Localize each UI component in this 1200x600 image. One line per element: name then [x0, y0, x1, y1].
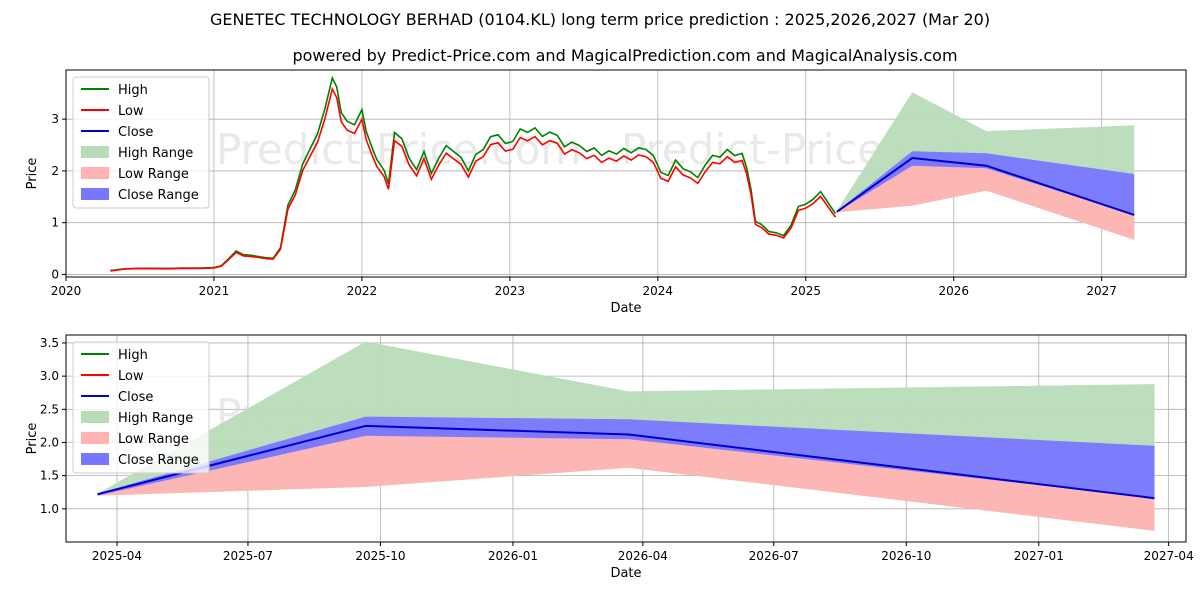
y-tick-label: 1.5 — [40, 469, 59, 483]
legend-item-close-range: Close Range — [118, 188, 199, 203]
x-tick-label: 2024 — [643, 284, 674, 298]
legend-item-high-range: High Range — [118, 146, 193, 161]
y-tick-label: 2 — [51, 164, 59, 178]
x-tick-label: 2027-04 — [1144, 549, 1194, 563]
x-tick-label: 2027-01 — [1014, 549, 1064, 563]
high-series-line — [110, 75, 837, 272]
x-tick-label: 2022 — [347, 284, 378, 298]
x-tick-label: 2023 — [495, 284, 526, 298]
x-tick-label: 2025 — [790, 284, 821, 298]
bottom-panel: Predict-Price.comPredict-Price.com2025-0… — [25, 334, 1194, 581]
x-tick-label: 2026-07 — [749, 549, 799, 563]
legend-item-low-range: Low Range — [118, 432, 189, 447]
legend-item-high: High — [118, 83, 148, 98]
legend-item-low-range-swatch — [81, 167, 109, 179]
close-range-band — [97, 416, 1155, 499]
y-tick-label: 1 — [51, 216, 59, 230]
x-tick-label: 2026 — [938, 284, 969, 298]
x-tick-label: 2026-10 — [881, 549, 931, 563]
chart-subtitle: powered by Predict-Price.com and Magical… — [292, 46, 957, 65]
legend-item-low: Low — [118, 104, 144, 119]
legend-item-high-range-swatch — [81, 411, 109, 423]
grid-lines — [65, 70, 1186, 277]
axis-ticks: 2020 2021 2022 2023 2024 2025 2026 2027 0 1 2 3 — [51, 112, 1117, 298]
x-tick-label: 2026-04 — [618, 549, 668, 563]
legend-item-close: Close — [118, 125, 153, 140]
x-tick-label: 2025-04 — [92, 549, 142, 563]
watermark-text: Predict-Price.com — [216, 125, 581, 174]
close-forecast-line — [97, 424, 1155, 500]
y-axis-label: Price — [25, 158, 40, 190]
y-tick-label: 2.5 — [40, 402, 59, 416]
x-tick-label: 2026-01 — [488, 549, 538, 563]
legend-item-close: Close — [118, 390, 153, 405]
y-tick-label: 2.0 — [40, 435, 59, 449]
plot-area — [110, 75, 1135, 272]
x-tick-label: 2025-10 — [355, 549, 405, 563]
legend-item-low-range: Low Range — [118, 167, 189, 182]
x-axis-label: Date — [610, 301, 641, 316]
low-series-line — [110, 86, 837, 272]
plot-frame — [65, 69, 1187, 278]
plot-area — [97, 341, 1155, 531]
legend-item-close-range-swatch — [81, 188, 109, 200]
y-tick-label: 3.0 — [40, 369, 59, 383]
low-range-band — [836, 158, 1135, 240]
y-tick-label: 3.5 — [40, 336, 59, 350]
x-tick-label: 2020 — [51, 284, 82, 298]
low-range-band — [97, 425, 1155, 531]
legend-item-close-range: Close Range — [118, 453, 199, 468]
legend-item-high-range-swatch — [81, 146, 109, 158]
x-tick-label: 2025-07 — [223, 549, 273, 563]
axis-ticks: 2025-04 2025-07 2025-10 2026-01 2026-04 2026-… — [40, 336, 1194, 563]
legend-item-low-range-swatch — [81, 432, 109, 444]
x-axis-label: Date — [610, 566, 641, 581]
chart-title: GENETEC TECHNOLOGY BERHAD (0104.KL) long… — [210, 10, 990, 29]
legend-item-high: High — [118, 348, 148, 363]
y-tick-label: 3 — [51, 112, 59, 126]
y-tick-label: 0 — [51, 267, 59, 281]
close-range-band — [836, 151, 1135, 215]
legend-item-high-range: High Range — [118, 411, 193, 426]
x-tick-label: 2021 — [199, 284, 230, 298]
legend: High Low Close High Range Low Range Close Ran… — [72, 76, 210, 209]
plot-frame — [65, 334, 1187, 543]
y-tick-label: 1.0 — [40, 502, 59, 516]
y-axis-label: Price — [25, 423, 40, 455]
legend-item-close-range-swatch — [81, 453, 109, 465]
legend: High Low Close High Range Low Range Close Ran… — [72, 341, 210, 474]
close-forecast-line — [836, 156, 1135, 216]
legend-item-low: Low — [118, 369, 144, 384]
x-tick-label: 2027 — [1086, 284, 1117, 298]
